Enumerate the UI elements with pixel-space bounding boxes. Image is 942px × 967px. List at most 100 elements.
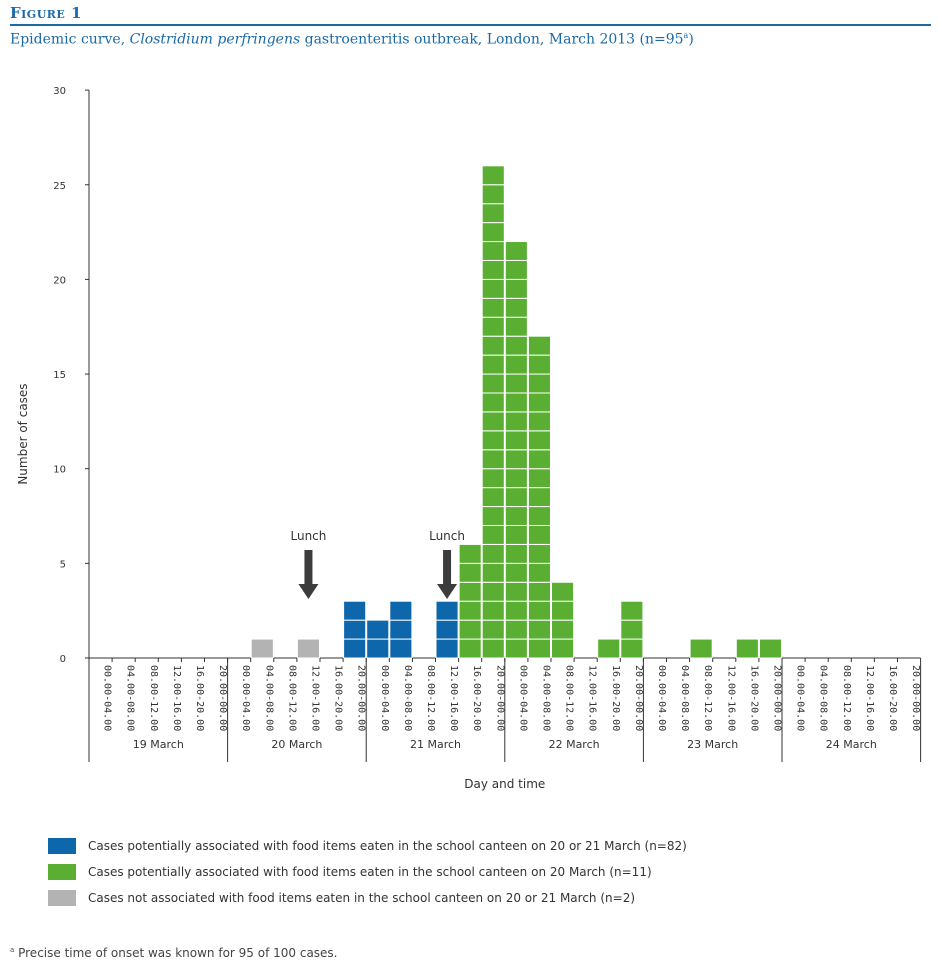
bar-unit-series-1 xyxy=(481,335,505,356)
bar-unit-series-1 xyxy=(481,449,505,470)
bar-unit-series-1 xyxy=(504,619,528,640)
bar-unit-series-1 xyxy=(551,600,575,621)
bar-unit-series-1 xyxy=(481,316,505,337)
bar-unit-series-1 xyxy=(504,354,528,375)
bar-unit-series-0 xyxy=(389,600,413,621)
x-tick-label: 16.00-20.00 xyxy=(471,665,482,731)
x-tick-label: 04.00-08.00 xyxy=(263,665,274,731)
lunch-arrow-icon xyxy=(437,584,458,599)
bar-unit-series-1 xyxy=(527,449,552,470)
bar-unit-series-1 xyxy=(758,638,783,659)
bar-unit-series-1 xyxy=(481,165,505,186)
chart-title: Epidemic curve, Clostridium perfringens … xyxy=(10,31,694,48)
bar-unit-series-1 xyxy=(504,430,528,451)
y-tick-label: 5 xyxy=(60,559,66,570)
bar-unit-series-1 xyxy=(527,506,552,526)
legend-label-blue: Cases potentially associated with food i… xyxy=(88,839,687,853)
day-label: 21 March xyxy=(410,738,461,751)
bar-unit-series-1 xyxy=(481,487,505,508)
x-tick-label: 20.00-00.00 xyxy=(356,665,367,731)
x-tick-label: 16.00-20.00 xyxy=(610,665,621,731)
bar-unit-series-1 xyxy=(481,222,505,243)
bar-unit-series-1 xyxy=(527,619,552,640)
x-tick-label: 16.00-20.00 xyxy=(194,665,205,731)
epidemic-curve-chart: 0 5 10 15 20 25 30 Number of cases 00.00-04.00 04… xyxy=(16,86,922,791)
bar-unit-series-0 xyxy=(366,638,390,659)
y-tick-label: 10 xyxy=(53,465,66,476)
bar-unit-series-1 xyxy=(527,430,552,451)
bar-unit-series-1 xyxy=(481,241,505,261)
x-tick-label: 20.00-00.00 xyxy=(494,665,505,731)
x-tick-label: 08.00-12.00 xyxy=(564,665,575,731)
x-tick-label: 20.00-00.00 xyxy=(910,665,921,731)
bar-unit-series-1 xyxy=(551,619,575,640)
bar-unit-series-1 xyxy=(551,638,575,659)
bar-unit-series-1 xyxy=(504,373,528,394)
bar-unit-series-1 xyxy=(504,278,528,299)
y-tick-label: 15 xyxy=(53,370,66,381)
bar-unit-series-1 xyxy=(481,184,505,205)
day-label: 24 March xyxy=(826,738,877,751)
bar-unit-series-1 xyxy=(481,392,505,413)
legend-swatch-grey xyxy=(48,890,76,906)
bar-unit-series-1 xyxy=(481,411,505,432)
x-tick-label: 08.00-12.00 xyxy=(148,665,159,731)
x-tick-label: 12.00-16.00 xyxy=(448,665,459,731)
bar-unit-series-1 xyxy=(527,411,552,432)
bar-unit-series-0 xyxy=(435,619,459,640)
bar-unit-series-1 xyxy=(481,524,505,545)
bar-unit-series-1 xyxy=(458,581,482,602)
x-tick-label: 04.00-08.00 xyxy=(679,665,690,731)
x-tick-label: 12.00-16.00 xyxy=(725,665,736,731)
bar-unit-series-0 xyxy=(435,600,459,621)
bar-unit-series-1 xyxy=(458,543,482,564)
x-tick-label: 00.00-04.00 xyxy=(379,665,390,731)
title-superscript: a xyxy=(683,31,689,40)
bar-unit-series-1 xyxy=(735,638,759,659)
bar-unit-series-1 xyxy=(527,638,552,659)
bar-unit-series-1 xyxy=(481,354,505,375)
bar-unit-series-1 xyxy=(458,638,482,659)
x-tick-label: 08.00-12.00 xyxy=(702,665,713,731)
x-tick-label: 20.00-00.00 xyxy=(633,665,644,731)
x-tick-label: 16.00-20.00 xyxy=(748,665,759,731)
bar-unit-series-2 xyxy=(250,638,274,659)
bar-unit-series-1 xyxy=(481,638,505,659)
legend-swatch-green xyxy=(48,864,76,880)
bar-unit-series-1 xyxy=(504,259,528,280)
x-axis-label: Day and time xyxy=(464,777,545,791)
figure-label: Figure 1 xyxy=(10,4,82,22)
bar-unit-series-0 xyxy=(389,619,413,640)
bar-unit-series-1 xyxy=(527,562,552,583)
bar-unit-series-1 xyxy=(551,581,575,602)
lunch-arrow-icon xyxy=(298,584,319,599)
bar-unit-series-1 xyxy=(481,506,505,526)
bar-unit-series-1 xyxy=(458,562,482,583)
bar-unit-series-1 xyxy=(504,335,528,356)
footnote-marker: a xyxy=(10,946,15,954)
bar-unit-series-1 xyxy=(504,297,528,318)
bar-unit-series-1 xyxy=(504,506,528,526)
footnote-text: Precise time of onset was known for 95 o… xyxy=(14,946,338,960)
x-tick-label: 04.00-08.00 xyxy=(402,665,413,731)
bar-unit-series-1 xyxy=(481,278,505,299)
title-suffix: gastroenteritis outbreak, London, March … xyxy=(300,31,684,48)
bar-unit-series-0 xyxy=(366,619,390,640)
y-axis-label: Number of cases xyxy=(16,383,30,484)
bar-unit-series-1 xyxy=(458,619,482,640)
bar-unit-series-1 xyxy=(597,638,621,659)
day-label: 19 March xyxy=(133,738,184,751)
lunch-annotation-label: Lunch xyxy=(291,529,327,543)
bar-unit-series-0 xyxy=(435,638,459,659)
x-tick-label: 12.00-16.00 xyxy=(171,665,182,731)
bar-unit-series-1 xyxy=(527,543,552,564)
y-tick-label: 25 xyxy=(53,181,66,192)
bar-unit-series-1 xyxy=(481,297,505,318)
day-label: 20 March xyxy=(271,738,322,751)
bar-unit-series-1 xyxy=(481,468,505,489)
legend-label-green: Cases potentially associated with food i… xyxy=(88,865,652,879)
x-tick-label: 00.00-04.00 xyxy=(795,665,806,731)
x-tick-label: 16.00-20.00 xyxy=(887,665,898,731)
x-tick-label: 04.00-08.00 xyxy=(818,665,829,731)
bar-unit-series-1 xyxy=(504,241,528,261)
